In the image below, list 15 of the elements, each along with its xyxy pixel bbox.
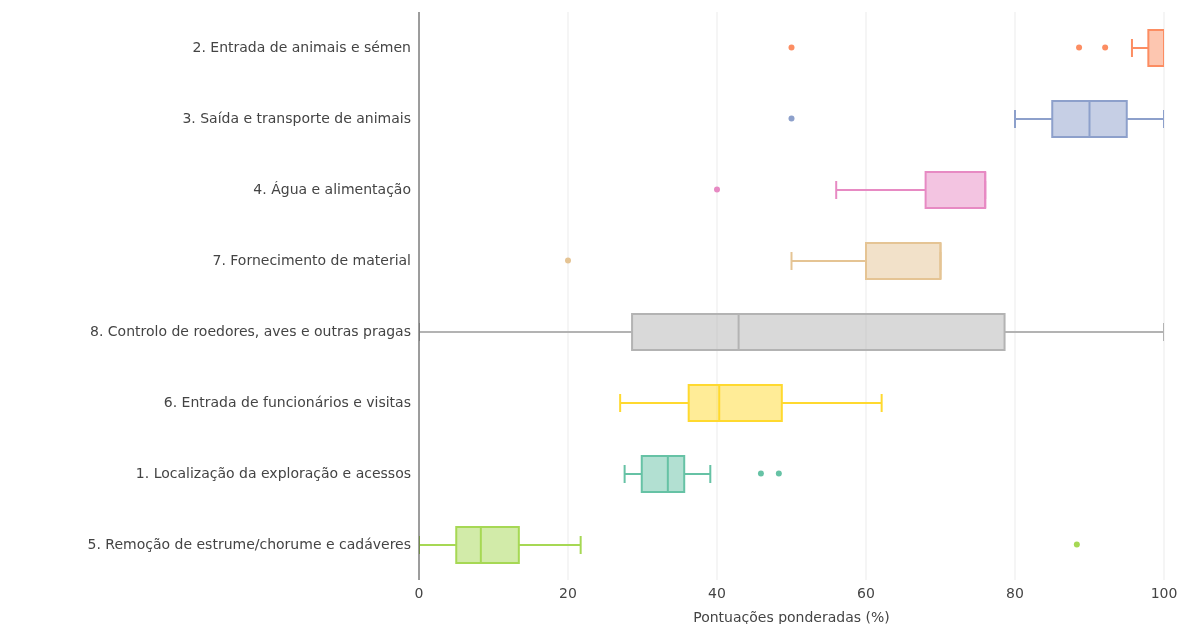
y-tick-label: 4. Água e alimentação	[253, 181, 411, 198]
y-tick-label: 5. Remoção de estrume/chorume e cadáveres	[87, 536, 411, 553]
x-tick-label: 100	[1150, 584, 1178, 601]
y-tick-label: 6. Entrada de funcionários e visitas	[163, 394, 411, 411]
x-tick-label: 40	[708, 584, 726, 601]
y-tick-label: 7. Fornecimento de material	[212, 252, 411, 269]
x-tick-label: 20	[559, 584, 577, 601]
x-tick-label: 80	[1006, 584, 1024, 601]
y-tick-label: 8. Controlo de roedores, aves e outras pragas	[90, 323, 411, 340]
y-tick-label: 1. Localização da exploração e acessos	[135, 465, 411, 482]
y-tick-label: 2. Entrada de animais e sémen	[192, 39, 411, 56]
x-tick-label: 0	[414, 584, 424, 601]
y-tick-label: 3. Saída e transporte de animais	[182, 110, 411, 127]
x-axis-title: Pontuações ponderadas (%)	[693, 609, 890, 625]
x-tick-label: 60	[857, 584, 875, 601]
